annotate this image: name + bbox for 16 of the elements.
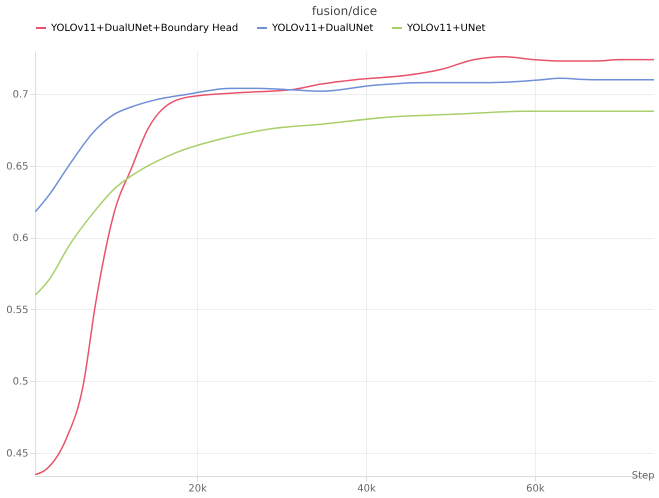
x-tick-label: 20k: [188, 484, 208, 494]
legend-label: YOLOv11+DualUNet+Boundary Head: [50, 23, 238, 34]
x-axis-title: Step: [632, 470, 654, 482]
legend-label: YOLOv11+DualUNet: [271, 23, 374, 34]
line-series: [35, 110, 654, 296]
line-series: [35, 78, 654, 213]
chart-title: fusion/dice: [312, 4, 378, 18]
y-tick-label: 0.6: [12, 233, 28, 244]
y-tick-label: 0.65: [6, 161, 28, 172]
y-tick-label: 0.7: [12, 90, 28, 101]
y-tick-label: 0.45: [6, 448, 28, 460]
x-tick-label: 60k: [526, 484, 545, 494]
y-tick-label: 0.55: [6, 304, 28, 316]
y-tick-label: 0.5: [12, 376, 28, 388]
legend-label: YOLOv11+UNet: [406, 23, 486, 34]
x-tick-label: 40k: [357, 484, 376, 494]
